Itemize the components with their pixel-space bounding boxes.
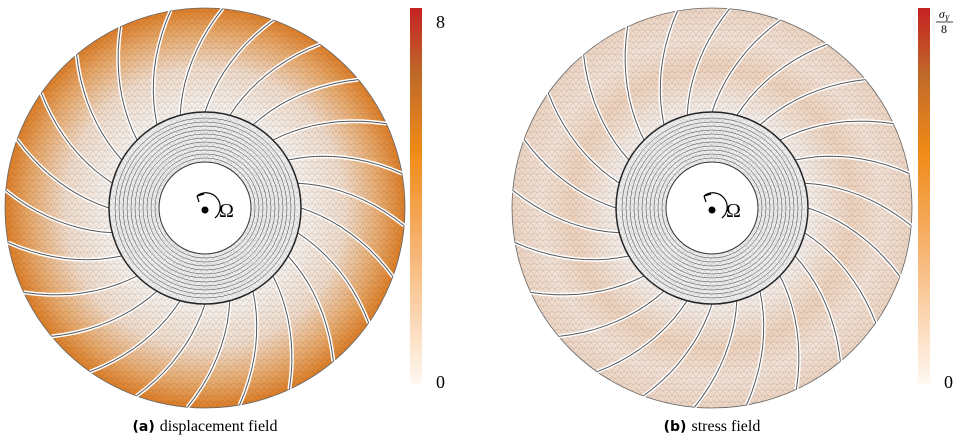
blade-edge	[659, 10, 678, 125]
blade-edge	[686, 8, 730, 116]
blade-edge	[795, 155, 910, 174]
arrow-head	[196, 193, 205, 203]
blade-edge	[596, 300, 688, 373]
blade-edge	[76, 54, 123, 161]
blade-edge	[287, 255, 334, 362]
blade-edge	[179, 8, 223, 116]
blade-edge	[746, 291, 765, 406]
arrow-head	[703, 193, 712, 203]
blade-edge	[523, 139, 617, 209]
blade-edge	[583, 54, 630, 161]
caption: (a) displacement field	[133, 418, 278, 435]
rotation-arrow	[196, 192, 221, 219]
blade-edge	[759, 79, 866, 126]
blade-edge	[779, 275, 800, 390]
blade-edge	[117, 26, 138, 141]
blade-edge	[288, 155, 403, 174]
colorbar-max-numerator: σY	[939, 7, 951, 23]
blade-edge	[5, 190, 113, 234]
blade-edge	[252, 79, 359, 126]
blade-edge	[558, 290, 665, 337]
blade-edge	[272, 275, 293, 390]
blade-edge	[512, 190, 620, 234]
blade-edge	[514, 242, 629, 261]
blade-edge	[807, 207, 901, 277]
blade-edge	[239, 291, 258, 406]
blade-edge	[229, 43, 321, 116]
axis-dot	[708, 206, 716, 214]
blade-edge	[300, 207, 394, 277]
colorbar-max: 8	[436, 12, 445, 32]
blade-edge	[16, 139, 110, 209]
colorbar	[918, 8, 930, 384]
blade-edge	[643, 303, 713, 397]
blade-edge	[51, 290, 158, 337]
blade-edge	[624, 26, 645, 141]
colorbar	[410, 8, 422, 384]
blade-edge	[547, 92, 620, 184]
rotation-label: Ω	[726, 200, 741, 222]
blade-edge	[736, 43, 828, 116]
disk-displacement: Ω	[4, 7, 406, 409]
blade-edge	[7, 242, 122, 261]
colorbar-min: 0	[944, 372, 953, 392]
blade-edge	[89, 300, 181, 373]
axis-dot	[201, 206, 209, 214]
blade-edge	[272, 120, 387, 141]
caption: (b) stress field	[664, 418, 761, 435]
blade-edge	[779, 120, 894, 141]
blade-edge	[694, 300, 738, 408]
rotation-label: Ω	[219, 200, 234, 222]
colorbar-max-denominator: 8	[941, 22, 947, 36]
blade-edge	[297, 182, 405, 226]
blade-edge	[40, 92, 113, 184]
blade-edge	[804, 232, 877, 324]
blade-edge	[23, 275, 138, 296]
blade-edge	[711, 19, 781, 113]
blade-edge	[152, 10, 171, 125]
blade-edge	[804, 182, 912, 226]
blade-edge	[530, 275, 645, 296]
rotation-arrow	[703, 192, 728, 219]
colorbar-min: 0	[436, 372, 445, 392]
disk-stress: Ω	[511, 7, 913, 409]
blade-edge	[794, 255, 841, 362]
blade-edge	[187, 300, 231, 408]
blade-edge	[204, 19, 274, 113]
blade-edge	[136, 303, 206, 397]
blade-edge	[297, 232, 370, 324]
